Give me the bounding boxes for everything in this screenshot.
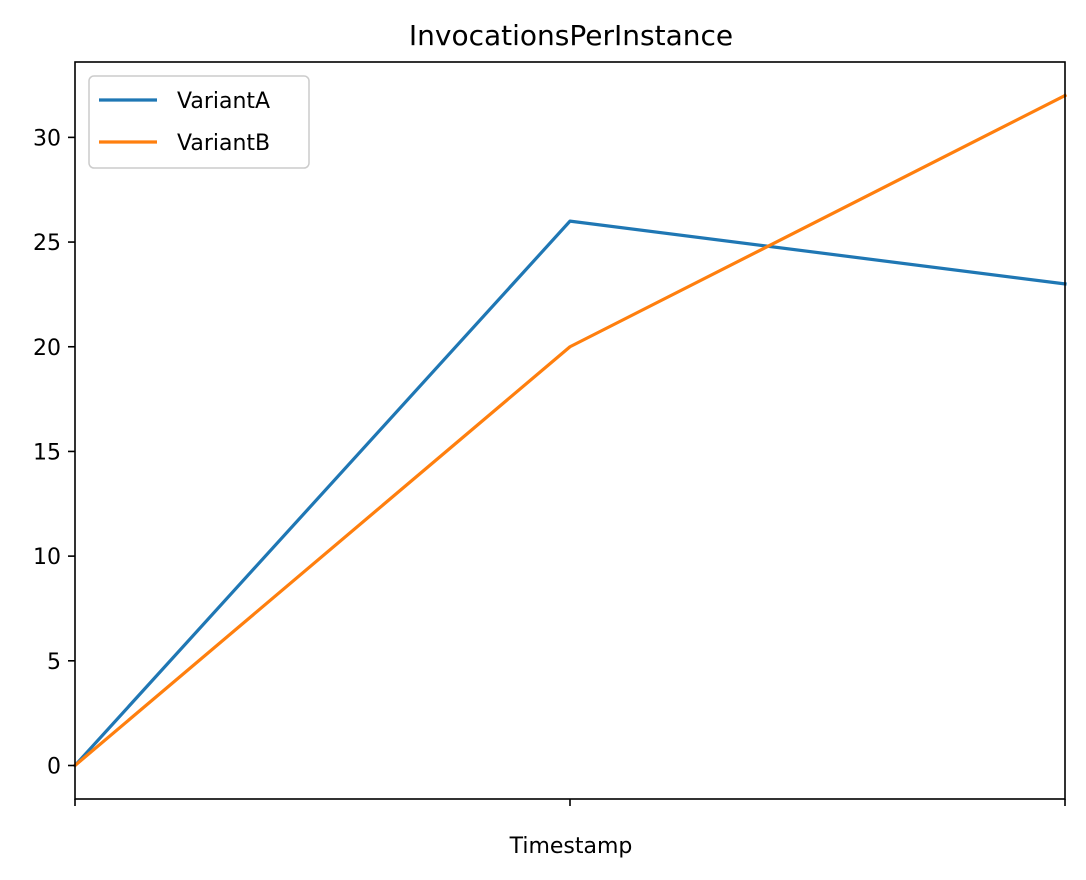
legend-label-variantb: VariantB (177, 131, 270, 156)
legend: VariantA VariantB (88, 75, 310, 169)
chart-title: InvocationsPerInstance (409, 19, 733, 52)
y-tick-label-0: 0 (47, 755, 61, 780)
y-tick-label-5: 5 (47, 650, 61, 675)
y-tick-label-30: 30 (33, 126, 61, 151)
y-tick-label-15: 15 (33, 440, 61, 465)
series-line-variantb (72, 93, 1068, 768)
series-line-varianta (72, 219, 1067, 768)
y-tick-label-25: 25 (33, 231, 61, 256)
x-axis (74, 799, 1066, 806)
y-tick-label-10: 10 (33, 545, 61, 570)
x-axis-label: Timestamp (509, 834, 633, 859)
y-axis: 0 5 10 15 20 25 30 (33, 126, 75, 780)
series-lines (72, 93, 1068, 768)
y-tick-label-20: 20 (33, 336, 61, 361)
legend-label-varianta: VariantA (177, 89, 270, 114)
